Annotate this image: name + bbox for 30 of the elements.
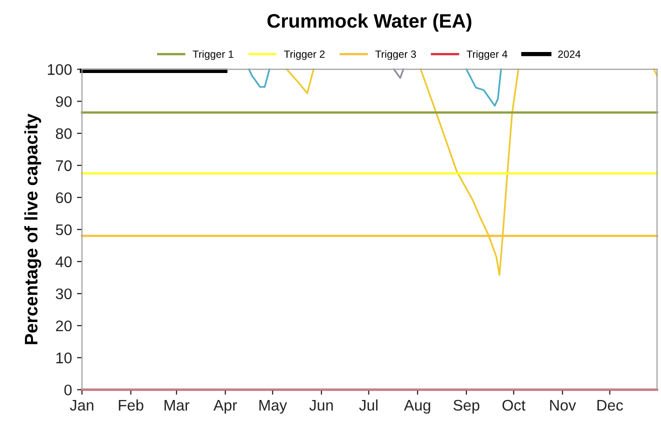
x-tick-label: Jan [70,400,94,411]
legend-label: 2024 [558,50,581,58]
legend-label: Trigger 2 [284,50,325,60]
x-tick-label: Apr [213,400,237,414]
y-tick-label: 10 [56,352,72,364]
x-tick-label: May [259,400,288,414]
y-tick-label: 40 [56,256,72,268]
x-tick-label: Oct [502,400,526,411]
y-tick-label: 60 [56,192,72,204]
x-tick-label: Nov [550,400,576,411]
x-tick-label: Jul [359,399,378,411]
x-tick-label: Sep [454,400,480,414]
legend-label: Trigger 4 [466,50,508,60]
chart-title: Crummock Water (EA) [267,14,472,32]
y-tick-label: 20 [56,320,72,332]
y-tick-label: 70 [56,160,72,172]
y-tick-label: 0 [64,384,72,396]
y-tick-label: 80 [56,128,72,140]
x-tick-label: Dec [597,400,623,411]
y-tick-label: 50 [56,224,72,236]
x-tick-label: Jun [309,400,333,411]
y-tick-label: 100 [48,64,72,75]
x-tick-label: Feb [118,399,144,411]
y-tick-label: 90 [56,96,72,108]
x-tick-label: Mar [164,400,190,411]
y-axis-title: Percentage of live capacity [24,114,42,344]
x-tick-label: Aug [404,400,430,414]
legend-label: Trigger 1 [192,50,234,60]
y-tick-label: 30 [56,288,72,300]
legend-label: Trigger 3 [375,50,416,60]
